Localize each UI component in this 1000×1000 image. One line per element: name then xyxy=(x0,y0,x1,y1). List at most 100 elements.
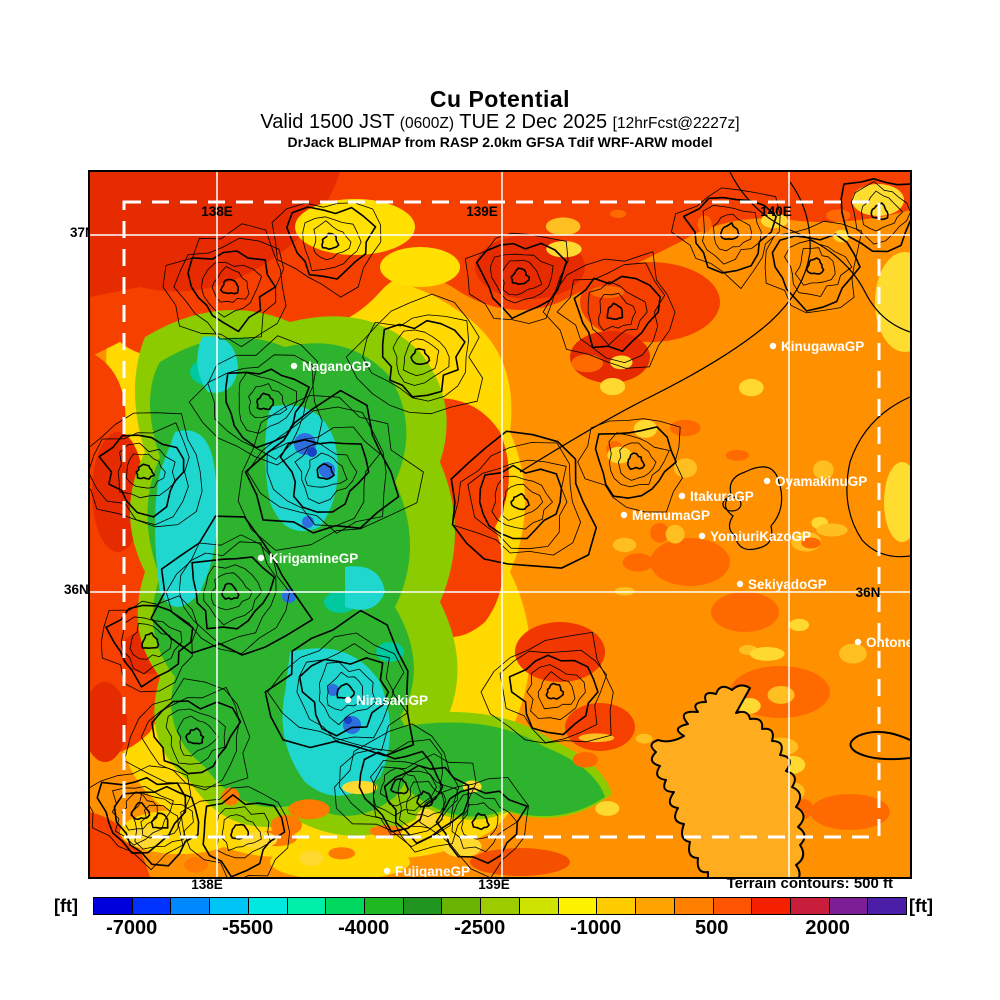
contour-line xyxy=(510,492,530,511)
map-blob xyxy=(470,848,570,876)
map-blob xyxy=(327,684,339,696)
contour-line xyxy=(201,261,262,318)
site-label: FujiganeGP xyxy=(395,864,470,877)
speckle xyxy=(839,643,867,664)
speckle xyxy=(826,209,851,222)
contour-line xyxy=(294,443,358,504)
contour-line xyxy=(90,765,192,871)
forecast-map: 138E 139E 140E 36N NaganoGP KinugawaGP Oyamak… xyxy=(88,170,912,879)
contour-line xyxy=(266,426,381,527)
contour-line xyxy=(508,654,599,736)
contour-line xyxy=(140,804,179,839)
map-blob xyxy=(90,682,127,762)
contour-line xyxy=(165,708,226,765)
contour-line xyxy=(390,777,409,795)
colorbar-segment xyxy=(597,898,637,914)
contour-line xyxy=(180,786,290,877)
contour-line xyxy=(120,616,183,675)
speckle xyxy=(669,419,701,437)
contour-line xyxy=(467,459,568,550)
contour-line xyxy=(238,372,298,434)
contour-line xyxy=(90,412,203,528)
page-title: Cu Potential xyxy=(429,86,571,112)
colorbar-segment xyxy=(132,898,172,914)
contour-line xyxy=(326,671,364,711)
site-marker xyxy=(290,362,298,370)
contour-line xyxy=(849,730,910,761)
speckle xyxy=(749,646,785,661)
contour-line xyxy=(105,604,194,688)
site-marker xyxy=(678,492,686,500)
contour-line xyxy=(202,794,286,877)
meridian-label: 140E xyxy=(760,204,792,219)
contour-line xyxy=(435,787,528,864)
contour-line xyxy=(383,764,470,845)
contour-line xyxy=(577,418,683,513)
colorbar-segment xyxy=(868,898,907,914)
speckle xyxy=(328,847,356,860)
contour-line xyxy=(471,812,490,831)
colorbar-segment xyxy=(790,898,830,914)
site-markers: NaganoGP KinugawaGP OyamakinuGP ItakuraGP Me… xyxy=(257,339,910,877)
contour-line xyxy=(141,632,160,649)
site-marker xyxy=(383,867,391,875)
contour-line xyxy=(722,496,742,512)
site-label: SekiyadoGP xyxy=(748,577,827,592)
speckle xyxy=(270,814,302,836)
contour-line xyxy=(126,453,166,489)
speckle xyxy=(673,458,698,478)
colorbar-segment xyxy=(442,898,482,914)
contour-line xyxy=(764,220,863,314)
contour-line xyxy=(370,760,437,817)
contour-line xyxy=(784,239,853,297)
contour-line xyxy=(211,266,250,303)
site-label: YomiuriKazoGP xyxy=(710,529,811,544)
valid-time: Valid 1500 JST xyxy=(260,111,400,133)
site-marker xyxy=(763,477,771,485)
speckle xyxy=(789,618,810,632)
colorbar-tick-label: 500 xyxy=(694,917,729,939)
contour-line xyxy=(526,664,586,721)
speckle xyxy=(600,377,626,396)
contour-line xyxy=(185,727,205,745)
speckle-layer xyxy=(126,209,867,873)
contour-line xyxy=(187,250,277,333)
contour-line xyxy=(608,432,670,488)
site-label: ItakuraGP xyxy=(690,489,754,504)
contour-line xyxy=(499,649,607,744)
contour-line xyxy=(724,466,783,551)
contour-line xyxy=(96,776,187,854)
speckle xyxy=(595,801,620,816)
colorbar-tick-label: -7000 xyxy=(106,917,158,939)
parallel-label-right: 36N xyxy=(856,585,881,600)
contour-line xyxy=(556,262,666,363)
valid-date: TUE 2 Dec 2025 xyxy=(454,111,613,133)
bottom-lon-138e: 138E xyxy=(191,877,223,892)
speckle xyxy=(590,286,625,298)
contour-line xyxy=(402,338,440,376)
contour-line xyxy=(379,767,422,807)
contour-line xyxy=(618,442,657,481)
speckle xyxy=(816,523,848,537)
colorbar-segment xyxy=(171,898,211,914)
contour-line xyxy=(594,426,677,499)
speckle xyxy=(665,524,685,544)
colorbar-tick-label: -1000 xyxy=(570,917,622,939)
colorbar-segment xyxy=(94,898,133,914)
contour-line xyxy=(587,281,648,346)
colorbar-segment xyxy=(481,898,520,914)
contour-line xyxy=(719,222,740,241)
site-label: NaganoGP xyxy=(302,359,371,374)
site-label: NirasakiGP xyxy=(356,693,428,708)
contour-line xyxy=(381,319,466,398)
contour-line xyxy=(794,247,836,286)
map-blob xyxy=(810,794,890,830)
contour-line xyxy=(220,278,239,295)
contour-line xyxy=(542,251,676,369)
contour-line xyxy=(598,292,637,331)
zulu-time: (0600Z) xyxy=(399,115,455,132)
contour-line xyxy=(419,777,529,877)
map-blob xyxy=(875,252,910,352)
contour-line xyxy=(510,267,530,285)
contour-line xyxy=(256,392,275,411)
